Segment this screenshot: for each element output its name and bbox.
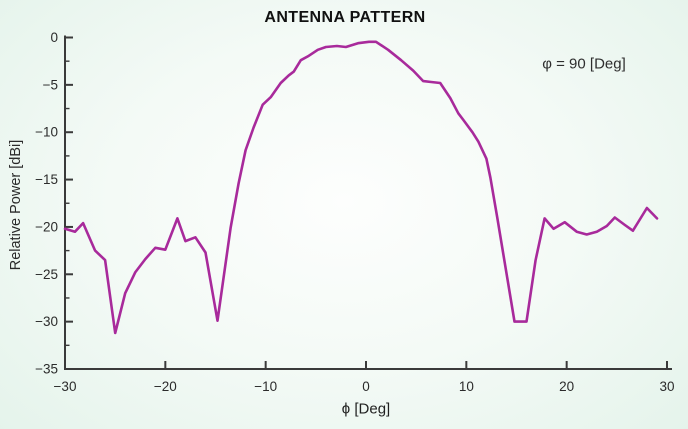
- y-tick-label: −35: [35, 362, 58, 377]
- x-tick-label: −10: [254, 379, 277, 394]
- x-tick-label: −20: [154, 379, 177, 394]
- x-tick-label: −30: [54, 379, 77, 394]
- x-tick-label: 30: [659, 379, 674, 394]
- y-tick-label: −25: [35, 267, 58, 282]
- y-tick-label: −30: [35, 314, 58, 329]
- x-axis-label: ϕ [Deg]: [341, 400, 391, 418]
- y-tick-label: −15: [35, 172, 58, 187]
- chart-title: ANTENNA PATTERN: [264, 9, 426, 26]
- y-tick-label: −20: [35, 219, 58, 234]
- phi-annotation: φ = 90 [Deg]: [542, 55, 626, 73]
- x-tick-label: 10: [459, 379, 474, 394]
- antenna-pattern-line: [63, 40, 659, 335]
- y-tick-label: 0: [50, 30, 58, 45]
- axes: [64, 35, 672, 370]
- x-tick-label: 0: [362, 379, 370, 394]
- y-tick-label: −5: [43, 77, 58, 92]
- x-tick-label: 20: [559, 379, 574, 394]
- y-tick-label: −10: [35, 125, 58, 140]
